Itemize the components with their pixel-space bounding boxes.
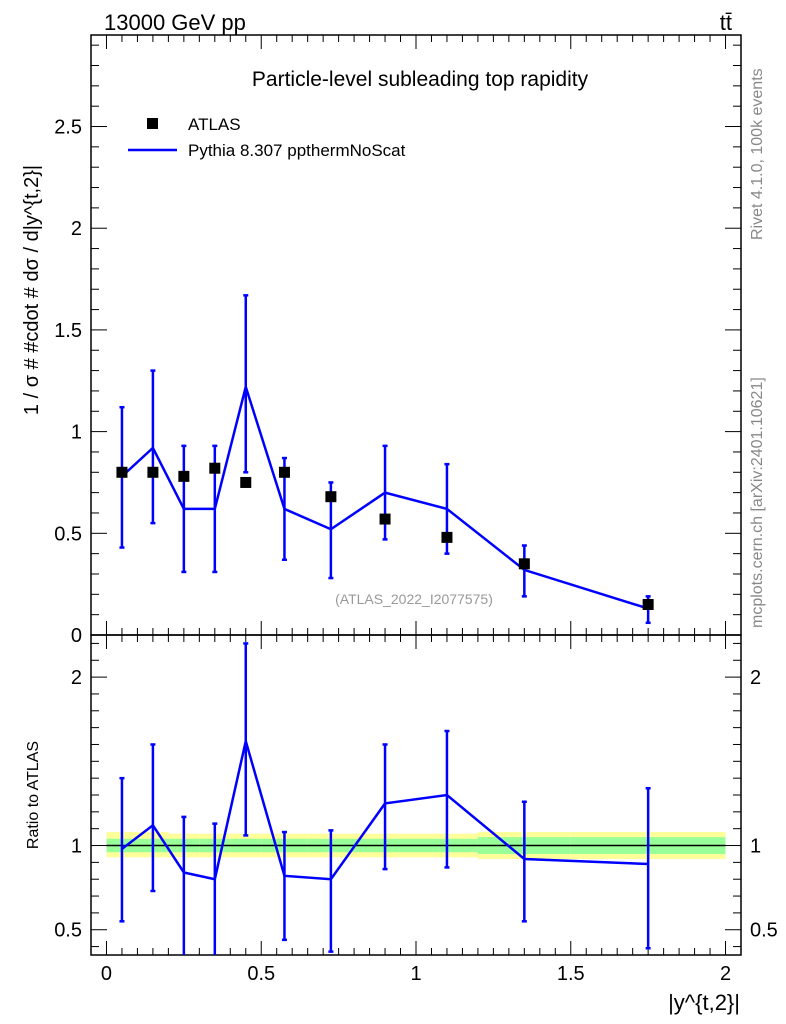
rivet-label: Rivet 4.1.0, 100k events <box>749 68 766 240</box>
y-axis-label: 1 / σ # #cdot # dσ / d|y^{t,2}| <box>21 165 43 415</box>
atlas-point <box>379 513 391 525</box>
atlas-point <box>441 531 453 543</box>
y-tick-label: 0.5 <box>54 523 82 545</box>
ratio-y-tick-label-right: 1 <box>750 836 761 858</box>
atlas-point <box>518 558 530 570</box>
x-tick-label: 0.5 <box>247 963 275 985</box>
mcplots-label: mcplots.cern.ch [arXiv:2401.10621] <box>749 377 766 628</box>
ratio-y-label: Ratio to ATLAS <box>25 741 42 849</box>
chart-title: Particle-level subleading top rapidity <box>252 68 589 91</box>
legend-atlas-marker <box>147 118 158 129</box>
y-tick-label: 2.5 <box>54 117 82 139</box>
atlas-point <box>147 466 159 478</box>
process-label: tt̄ <box>720 10 732 35</box>
ratio-y-tick-label-right: 2 <box>750 667 761 689</box>
energy-label: 13000 GeV pp <box>104 10 246 35</box>
legend: ATLAS Pythia 8.307 ppthermNoScat <box>128 115 406 160</box>
y-tick-label: 1 <box>71 422 82 444</box>
x-tick-label: 1.5 <box>557 963 585 985</box>
atlas-point <box>178 470 190 482</box>
atlas-point <box>642 598 654 610</box>
y-tick-label: 0 <box>71 625 82 647</box>
atlas-point <box>278 466 290 478</box>
ratio-y-tick-label: 2 <box>71 667 82 689</box>
x-axis-label: |y^{t,2}| <box>668 990 740 1015</box>
y-tick-label: 2 <box>71 218 82 240</box>
atlas-point <box>209 462 221 474</box>
main-panel: 0 0.5 1 1.5 2 2.5 Particle-level subleading t… <box>21 34 742 649</box>
atlas-point <box>240 476 252 488</box>
x-tick-label: 2 <box>720 963 731 985</box>
atlas-point <box>116 466 128 478</box>
ratio-frame <box>90 634 742 956</box>
y-tick-label: 1.5 <box>54 320 82 342</box>
legend-atlas-label: ATLAS <box>188 115 241 134</box>
atlas-point <box>325 491 337 503</box>
analysis-id: (ATLAS_2022_I2077575) <box>335 591 493 607</box>
legend-pythia-label: Pythia 8.307 ppthermNoScat <box>188 141 406 160</box>
ratio-y-tick-label-right: 0.5 <box>750 920 778 942</box>
x-tick-label: 1 <box>410 963 421 985</box>
x-tick-label: 0 <box>101 963 112 985</box>
ratio-panel: 0 0.5 1 1.5 2 0.5 0.5 1 1 2 2 Ratio to ATLAS <box>25 634 778 985</box>
ratio-y-tick-label: 1 <box>71 836 82 858</box>
ratio-y-tick-label: 0.5 <box>54 920 82 942</box>
